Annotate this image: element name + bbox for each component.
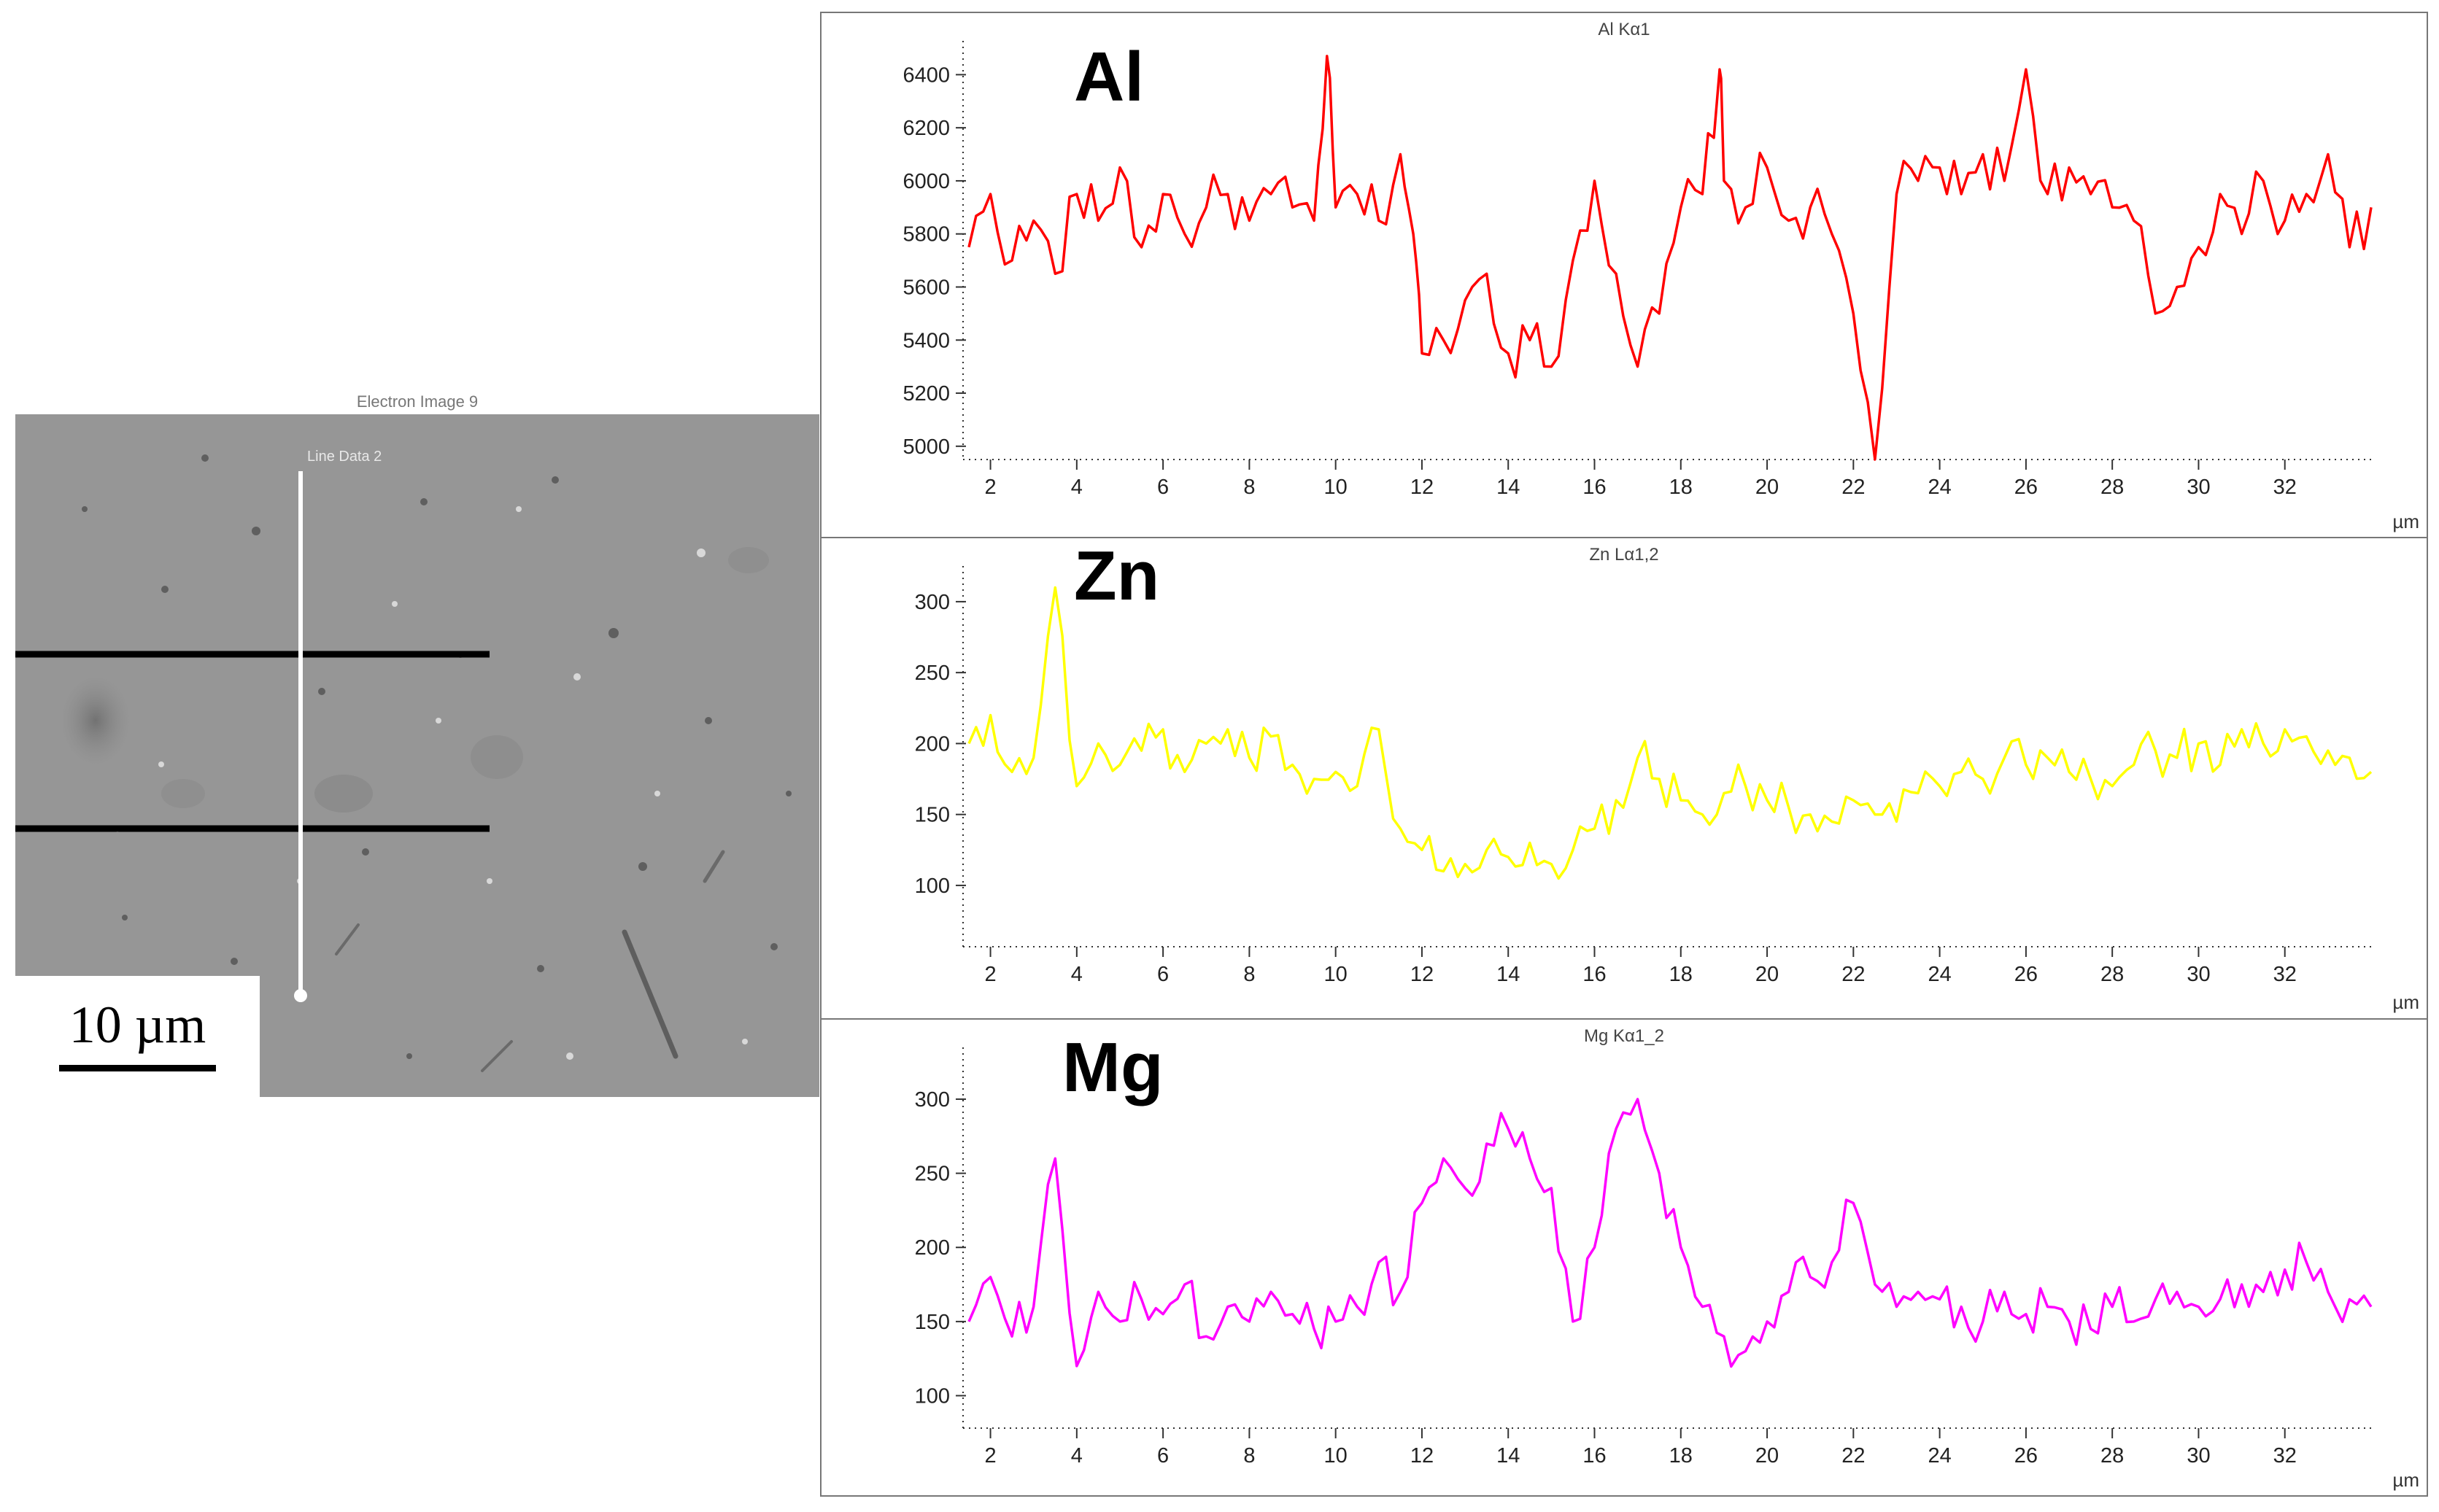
al-x-tick-label: 12 (1410, 476, 1434, 499)
zn-x-tick-label: 28 (2100, 963, 2124, 986)
al-x-tick-label: 22 (1841, 476, 1865, 499)
sem-image-title: Electron Image 9 (356, 392, 479, 411)
mg-y-tick-label: 300 (915, 1088, 950, 1112)
mg-x-tick-label: 28 (2100, 1444, 2124, 1468)
al-x-tick-label: 8 (1243, 476, 1255, 499)
zn-x-axis-unit: µm (2392, 991, 2419, 1013)
al-x-tick-label: 14 (1496, 476, 1520, 499)
mg-x-tick-label: 24 (1928, 1444, 1951, 1468)
al-x-tick-label: 26 (2014, 476, 2038, 499)
mg-y-tick-label: 250 (915, 1163, 950, 1186)
al-x-tick-label: 4 (1071, 476, 1083, 499)
mg-x-tick-label: 6 (1157, 1444, 1169, 1468)
zn-x-tick-label: 22 (1841, 963, 1865, 986)
zn-x-tick-label: 6 (1157, 963, 1169, 986)
al-profile-panel: Al Kα1 Al 5000 5200 5400 5600 5800 6000 6200 6400… (820, 12, 2428, 538)
al-y-tick-label: 5200 (902, 382, 950, 406)
zn-x-tick-label: 10 (1324, 963, 1348, 986)
mg-x-tick-label: 22 (1841, 1444, 1865, 1468)
zn-x-tick-label: 2 (984, 963, 996, 986)
al-y-tick-label: 5800 (902, 223, 950, 247)
scale-bar (59, 1065, 216, 1071)
zn-x-tick-label: 12 (1410, 963, 1434, 986)
al-x-tick-label: 30 (2187, 476, 2210, 499)
zn-x-tick-label: 20 (1755, 963, 1779, 986)
zn-profile-panel: Zn Lα1,2 Zn 100 150 200 250 300 2 4 6 8 10 12 14 16 18 2… (820, 537, 2428, 1020)
mg-x-tick-label: 2 (984, 1444, 996, 1468)
mg-y-tick-label: 150 (915, 1311, 950, 1334)
mg-x-axis-unit: µm (2392, 1469, 2419, 1491)
line-scan-end-marker (294, 989, 307, 1002)
al-x-axis-unit: µm (2392, 511, 2419, 532)
al-x-tick-label: 16 (1582, 476, 1606, 499)
zn-x-tick-label: 18 (1669, 963, 1693, 986)
mg-y-tick-label: 100 (915, 1385, 950, 1408)
line-data-label: Line Data 2 (307, 449, 382, 465)
al-series-line (967, 55, 2373, 461)
zn-x-tick-label: 8 (1243, 963, 1255, 986)
mg-x-tick-label: 26 (2014, 1444, 2038, 1468)
al-y-tick-label: 5000 (902, 435, 950, 459)
al-profile-chart: Al Kα1 Al 5000 5200 5400 5600 5800 6000 6200 6400… (902, 20, 2419, 532)
zn-y-tick-label: 200 (915, 732, 950, 756)
al-x-tick-label: 20 (1755, 476, 1779, 499)
zn-x-tick-label: 14 (1496, 963, 1520, 986)
zn-series-line (967, 586, 2373, 880)
mg-x-tick-label: 30 (2187, 1444, 2210, 1468)
al-y-tick-label: 6400 (902, 63, 950, 87)
zn-element-label: Zn (1074, 538, 1159, 615)
mg-x-tick-label: 12 (1410, 1444, 1434, 1468)
zn-y-tick-label: 300 (915, 591, 950, 614)
zn-y-tick-label: 100 (915, 875, 950, 898)
mg-series-line (967, 1098, 2373, 1368)
al-x-tick-label: 10 (1324, 476, 1348, 499)
zn-x-tick-label: 16 (1582, 963, 1606, 986)
al-y-tick-label: 6000 (902, 170, 950, 193)
zn-y-tick-label: 250 (915, 662, 950, 685)
al-y-tick-label: 6200 (902, 117, 950, 140)
zn-x-tick-label: 26 (2014, 963, 2038, 986)
mg-profile-panel: Mg Kα1_2 Mg 100 150 200 250 300 2 4 6 8 10 12 14 16 18 2… (820, 1018, 2428, 1497)
zn-x-tick-label: 30 (2187, 963, 2210, 986)
zn-y-tick-label: 150 (915, 804, 950, 827)
zn-x-tick-label: 24 (1928, 963, 1951, 986)
al-x-tick-label: 28 (2100, 476, 2124, 499)
al-y-tick-label: 5600 (902, 276, 950, 299)
scale-bar-box: 10 µm (15, 976, 260, 1101)
mg-x-tick-label: 16 (1582, 1444, 1606, 1468)
al-element-label: Al (1074, 38, 1144, 116)
al-chart-title: Al Kα1 (1598, 20, 1650, 39)
mg-chart-title: Mg Kα1_2 (1584, 1026, 1664, 1046)
al-x-tick-label: 2 (984, 476, 996, 499)
scale-label: 10 µm (69, 996, 206, 1054)
al-x-tick-label: 18 (1669, 476, 1693, 499)
mg-x-tick-label: 8 (1243, 1444, 1255, 1468)
mg-x-tick-label: 14 (1496, 1444, 1520, 1468)
mg-element-label: Mg (1062, 1028, 1164, 1106)
zn-x-tick-label: 32 (2273, 963, 2297, 986)
al-x-tick-label: 24 (1928, 476, 1951, 499)
al-x-tick-label: 6 (1157, 476, 1169, 499)
mg-x-tick-label: 20 (1755, 1444, 1779, 1468)
mg-y-tick-label: 200 (915, 1236, 950, 1260)
zn-x-tick-label: 4 (1071, 963, 1083, 986)
mg-x-tick-label: 18 (1669, 1444, 1693, 1468)
al-x-tick-label: 32 (2273, 476, 2297, 499)
mg-x-tick-label: 4 (1071, 1444, 1083, 1468)
zn-chart-title: Zn Lα1,2 (1589, 545, 1658, 565)
mg-x-tick-label: 32 (2273, 1444, 2297, 1468)
al-y-tick-label: 5400 (902, 329, 950, 352)
mg-x-tick-label: 10 (1324, 1444, 1348, 1468)
